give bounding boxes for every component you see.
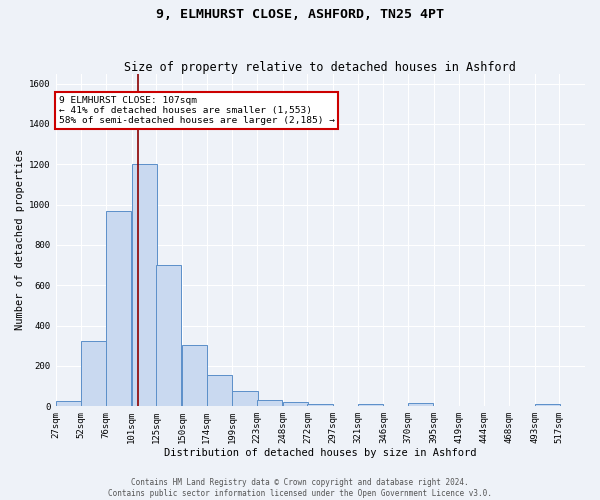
Bar <box>535 404 560 406</box>
Text: Contains HM Land Registry data © Crown copyright and database right 2024.
Contai: Contains HM Land Registry data © Crown c… <box>108 478 492 498</box>
Text: 9 ELMHURST CLOSE: 107sqm
← 41% of detached houses are smaller (1,553)
58% of sem: 9 ELMHURST CLOSE: 107sqm ← 41% of detach… <box>59 96 335 126</box>
X-axis label: Distribution of detached houses by size in Ashford: Distribution of detached houses by size … <box>164 448 476 458</box>
Bar <box>131 164 157 406</box>
Bar <box>56 401 81 406</box>
Text: 9, ELMHURST CLOSE, ASHFORD, TN25 4PT: 9, ELMHURST CLOSE, ASHFORD, TN25 4PT <box>156 8 444 20</box>
Bar <box>283 402 308 406</box>
Y-axis label: Number of detached properties: Number of detached properties <box>15 149 25 330</box>
Bar <box>156 265 181 406</box>
Bar <box>206 375 232 406</box>
Title: Size of property relative to detached houses in Ashford: Size of property relative to detached ho… <box>124 60 516 74</box>
Bar <box>106 210 131 406</box>
Bar <box>257 400 282 406</box>
Bar <box>232 391 257 406</box>
Bar <box>307 404 332 406</box>
Bar <box>182 344 207 406</box>
Bar <box>81 340 106 406</box>
Bar <box>408 403 433 406</box>
Bar <box>358 404 383 406</box>
